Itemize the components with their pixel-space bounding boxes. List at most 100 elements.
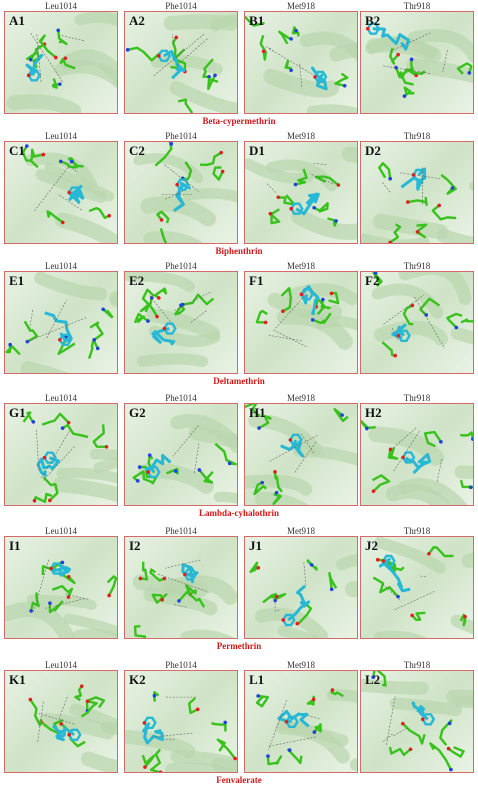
docking-panel: J2	[360, 536, 474, 639]
panel-tag: G2	[129, 405, 146, 420]
column-label: Leu1014	[45, 131, 77, 141]
compound-title: Fenvalerate	[216, 775, 262, 785]
panel-tag: B1	[249, 13, 265, 28]
docking-panel: D1	[244, 141, 358, 244]
molecule-render	[125, 272, 221, 367]
molecule-render	[245, 404, 357, 505]
molecule-render	[361, 671, 473, 772]
molecule-render	[5, 272, 117, 373]
docking-panel: E2	[124, 271, 238, 374]
molecule-render	[245, 146, 357, 241]
molecule-render	[249, 553, 357, 638]
column-label: Thr918	[403, 393, 431, 403]
column-label: Leu1014	[45, 526, 77, 536]
panel-tag: E2	[129, 273, 145, 288]
panel-tag: I1	[9, 538, 21, 553]
panel-tag: H2	[365, 405, 382, 420]
column-label: Phe1014	[165, 660, 197, 670]
docking-panel: A1	[4, 11, 118, 114]
molecule-render	[125, 14, 237, 113]
docking-panel: I2	[124, 536, 238, 639]
column-label: Thr918	[403, 660, 431, 670]
docking-panel: K2	[124, 670, 238, 773]
panel-tag: I2	[129, 538, 141, 553]
docking-panel: K1	[4, 670, 118, 773]
molecule-render	[371, 272, 473, 358]
column-label: Phe1014	[165, 131, 197, 141]
docking-panel: C2	[124, 141, 238, 244]
molecule-render	[245, 15, 357, 113]
panel-tag: H1	[249, 405, 266, 420]
docking-panel: L1	[244, 670, 358, 773]
docking-panel: H2	[360, 403, 474, 506]
molecule-render	[28, 684, 117, 772]
molecule-render	[6, 12, 117, 113]
compound-title: Permethrin	[216, 641, 262, 651]
panel-tag: L2	[365, 672, 381, 687]
column-label: Met918	[287, 1, 315, 11]
panel-tag: C1	[9, 143, 25, 158]
compound-title: Beta-cypermethrin	[202, 116, 276, 126]
panel-tag: A2	[129, 13, 145, 28]
column-label: Met918	[287, 526, 315, 536]
panel-tag: F1	[249, 273, 264, 288]
molecule-render	[133, 142, 237, 243]
panel-tag: B2	[365, 13, 381, 28]
column-label: Thr918	[403, 261, 431, 271]
column-label: Thr918	[403, 131, 431, 141]
column-label: Thr918	[403, 526, 431, 536]
column-label: Phe1014	[165, 393, 197, 403]
panel-tag: G1	[9, 405, 26, 420]
column-label: Phe1014	[165, 261, 197, 271]
column-label: Leu1014	[45, 261, 77, 271]
molecule-render	[255, 688, 357, 772]
panel-tag: L1	[249, 672, 265, 687]
compound-title: Deltamethrin	[213, 376, 265, 386]
panel-tag: J1	[249, 538, 262, 553]
molecule-render	[132, 559, 237, 638]
molecule-render	[255, 283, 357, 350]
docking-panel: D2	[360, 141, 474, 244]
panel-tag: D1	[249, 143, 265, 158]
panel-tag: E1	[9, 273, 25, 288]
compound-title: Biphenthrin	[215, 246, 263, 256]
compound-title: Lambda-cyhalothrin	[198, 508, 279, 518]
column-label: Met918	[287, 660, 315, 670]
panel-tag: D2	[365, 143, 381, 158]
molecule-render	[5, 559, 117, 638]
panel-tag: J2	[365, 538, 378, 553]
docking-panel: G2	[124, 403, 238, 506]
panel-tag: K2	[129, 672, 146, 687]
molecule-render	[125, 690, 237, 772]
column-label: Thr918	[403, 1, 431, 11]
docking-panel: J1	[244, 536, 358, 639]
docking-panel: A2	[124, 11, 238, 114]
panel-tag: K1	[9, 672, 26, 687]
docking-panel: L2	[360, 670, 474, 773]
molecule-render	[372, 537, 473, 638]
docking-panel: B1	[244, 11, 358, 114]
docking-panel: E1	[4, 271, 118, 374]
column-label: Met918	[287, 261, 315, 271]
molecule-render	[132, 414, 237, 504]
docking-panel: B2	[360, 11, 474, 114]
docking-panel: H1	[244, 403, 358, 506]
docking-panel: G1	[4, 403, 118, 506]
column-label: Met918	[287, 131, 315, 141]
molecule-render	[361, 162, 473, 243]
column-label: Leu1014	[45, 1, 77, 11]
molecule-render	[365, 22, 473, 98]
column-label: Met918	[287, 393, 315, 403]
docking-panel: I1	[4, 536, 118, 639]
panel-tag: C2	[129, 143, 145, 158]
column-label: Phe1014	[165, 1, 197, 11]
docking-panel: F2	[360, 271, 474, 374]
panel-tag: A1	[9, 13, 25, 28]
column-label: Phe1014	[165, 526, 197, 536]
docking-panel: F1	[244, 271, 358, 374]
molecule-render	[21, 144, 117, 243]
docking-panel: C1	[4, 141, 118, 244]
column-label: Leu1014	[45, 660, 77, 670]
panel-tag: F2	[365, 273, 380, 288]
molecule-render	[361, 419, 473, 505]
